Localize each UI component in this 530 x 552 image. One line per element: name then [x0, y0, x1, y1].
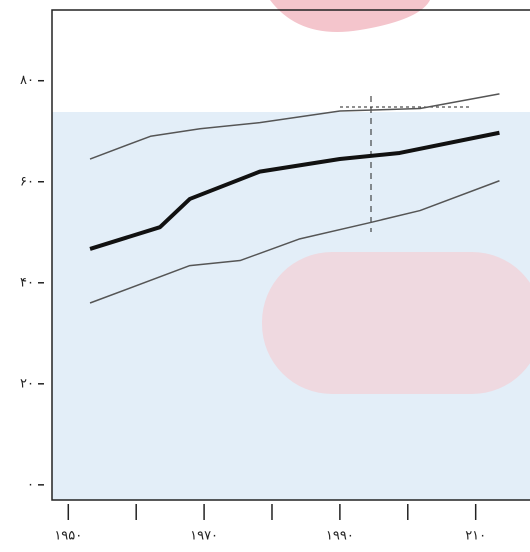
- x-tick-label: ۱۹۷۰: [190, 529, 218, 544]
- series-line: [89, 93, 500, 160]
- x-tick-label: ۱۹۹۰: [326, 529, 354, 544]
- x-tick-label: ۲۱۰: [465, 529, 486, 544]
- y-tick-label: ۴۰: [20, 275, 34, 290]
- watermark: [270, 0, 430, 32]
- y-tick-label: ۲۰: [20, 376, 34, 391]
- x-tick-label: ۱۹۵۰: [54, 529, 82, 544]
- series-line: [89, 130, 500, 251]
- plot-frame: [51, 9, 530, 501]
- y-tick-label: ۰: [27, 477, 34, 492]
- y-tick-label: ۸۰: [20, 73, 34, 88]
- series-line: [89, 180, 500, 304]
- y-tick-label: ۶۰: [20, 174, 34, 189]
- watermark: [262, 252, 530, 394]
